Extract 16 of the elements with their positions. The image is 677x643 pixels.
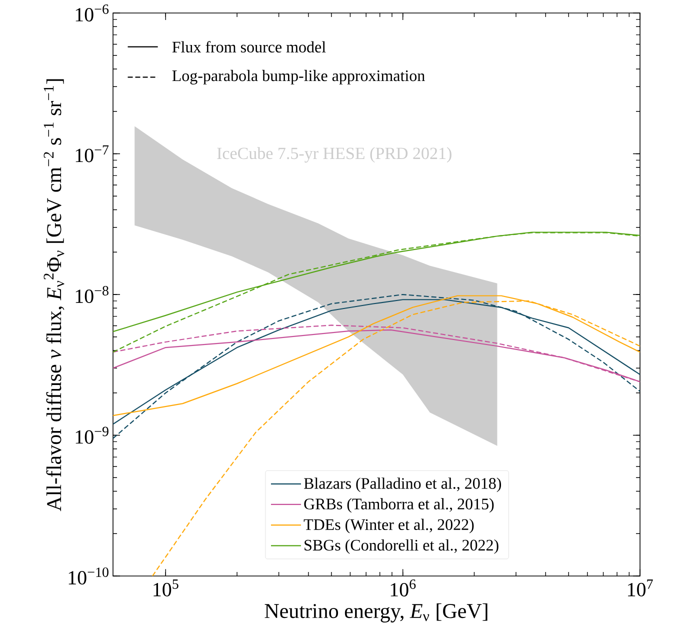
x-tick-label: 10$^{7}$ <box>628 580 653 596</box>
text: All-flavor diffuse ν flux, E$_{ν}$$^{2}$Φ$_{ν}$ [GeV cm$^{−2}$ s$^{−1}$ sr$^{−1}$] <box>44 79 64 512</box>
annotation: Log-parabola bump-like approximation <box>172 70 425 84</box>
x-axis-title: Neutrino energy, E$_{ν}$ [GeV] <box>264 603 488 622</box>
y-tick-label: 10$^{−7}$ <box>76 145 109 162</box>
legend-label: Blazars (Palladino et al., 2018) <box>304 478 502 492</box>
x-tick-label: 10$^{6}$ <box>390 580 416 597</box>
x-tick-label: 10$^{5}$ <box>154 580 178 596</box>
y-tick-label: 10$^{−9}$ <box>76 426 108 444</box>
legend-label: GRBs (Tamborra et al., 2015) <box>304 498 494 513</box>
y-tick-label: 10$^{−6}$ <box>76 4 109 22</box>
y-tick-label: 10$^{−10}$ <box>68 568 108 585</box>
y-tick-label: 10$^{−8}$ <box>76 286 108 304</box>
annotation: Flux from source model <box>172 41 326 53</box>
legend-label: SBGs (Condorelli et al., 2022) <box>304 539 498 554</box>
legend-label: TDEs (Winter et al., 2022) <box>304 518 474 534</box>
